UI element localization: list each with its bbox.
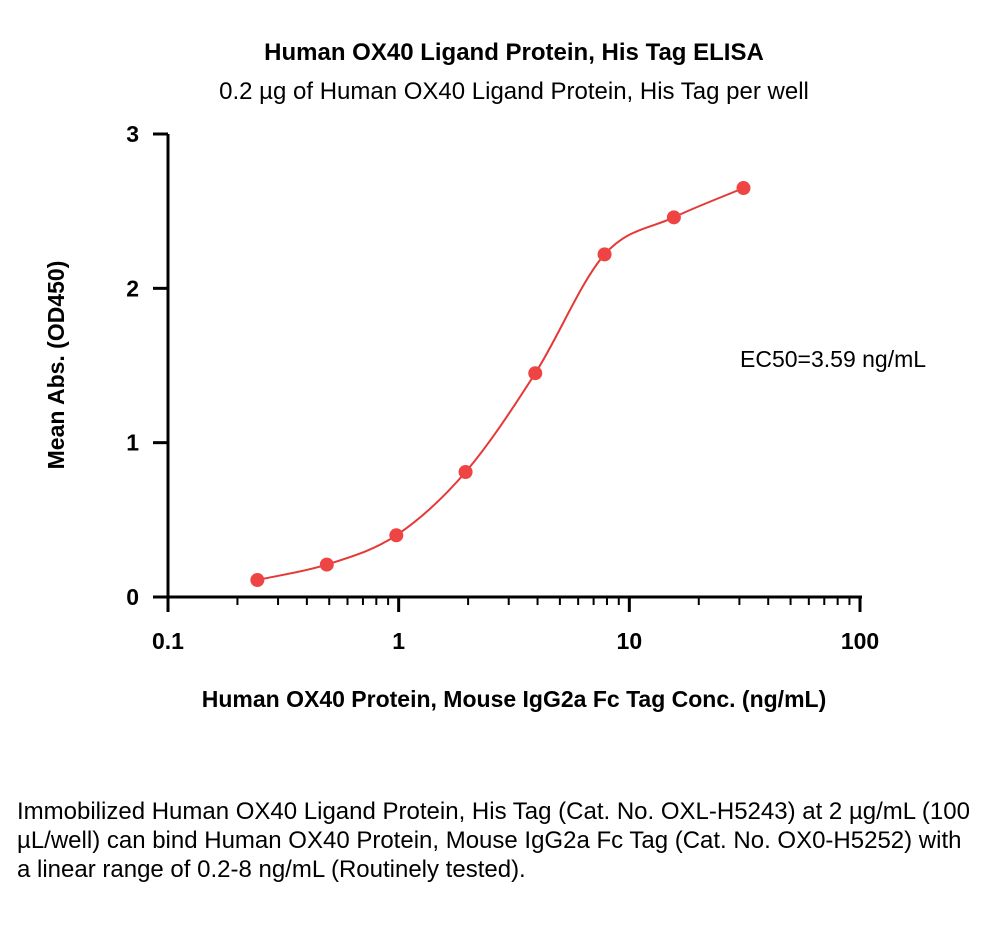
y-tick-label: 1: [126, 430, 139, 456]
y-axis-title: Mean Abs. (OD450): [43, 261, 69, 470]
elisa-chart: Human OX40 Ligand Protein, His Tag ELISA…: [43, 39, 926, 712]
y-tick-label: 2: [126, 275, 139, 301]
data-points: [250, 181, 751, 588]
data-point: [528, 366, 543, 381]
fit-curve: [257, 187, 744, 581]
data-point: [250, 573, 265, 588]
y-tick-label: 3: [126, 121, 139, 147]
ticks: 0.1 1 10 100 0 1 2 3: [126, 121, 879, 654]
x-tick-label: 1: [392, 628, 405, 654]
data-point: [736, 181, 751, 196]
axes: [166, 134, 862, 599]
data-point: [666, 210, 681, 225]
x-axis-title: Human OX40 Protein, Mouse IgG2a Fc Tag C…: [202, 686, 826, 712]
data-point: [319, 557, 334, 572]
figure-caption: Immobilized Human OX40 Ligand Protein, H…: [17, 798, 970, 883]
x-tick-label: 10: [617, 628, 643, 654]
ec50-annotation: EC50=3.59 ng/mL: [740, 346, 926, 372]
chart-subtitle: 0.2 µg of Human OX40 Ligand Protein, His…: [219, 78, 809, 105]
data-point: [389, 528, 404, 543]
data-point: [458, 464, 473, 479]
x-tick-label: 100: [841, 628, 879, 654]
x-tick-label: 0.1: [152, 628, 184, 654]
y-tick-label: 0: [126, 584, 139, 610]
chart-title: Human OX40 Ligand Protein, His Tag ELISA: [264, 39, 764, 66]
data-point: [597, 247, 612, 262]
